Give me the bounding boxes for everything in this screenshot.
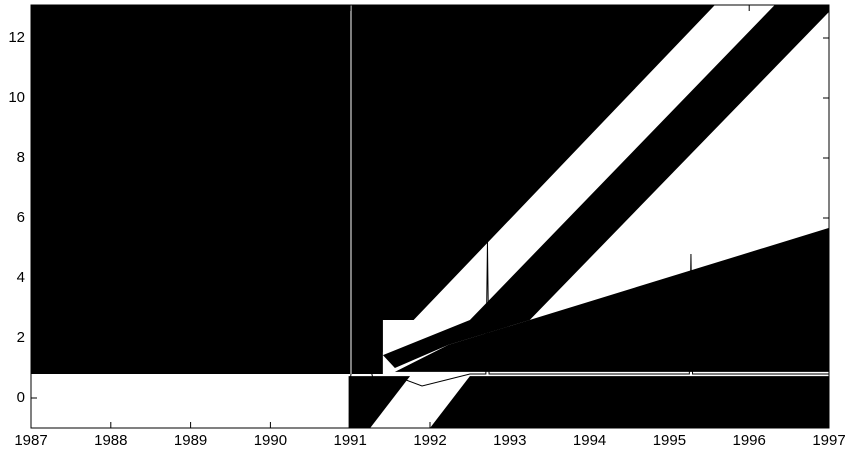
fill-area — [382, 5, 829, 368]
y-tick-label: 6 — [17, 209, 25, 226]
fill-area — [430, 376, 829, 428]
x-tick-label: 1989 — [174, 432, 207, 449]
y-tick-label: 8 — [17, 149, 25, 166]
x-tick-label: 1997 — [812, 432, 845, 449]
y-tick-label: 4 — [17, 269, 25, 286]
data-line — [349, 241, 829, 387]
fill-area — [394, 227, 829, 372]
y-tick-label: 10 — [8, 89, 25, 106]
x-tick-label: 1987 — [14, 432, 47, 449]
x-tick-label: 1991 — [334, 432, 367, 449]
y-tick-label: 2 — [17, 329, 25, 346]
x-tick-label: 1992 — [413, 432, 446, 449]
x-tick-label: 1995 — [653, 432, 686, 449]
y-tick-label: 12 — [8, 29, 25, 46]
fill-area — [31, 5, 715, 374]
fill-area — [348, 376, 411, 428]
x-tick-label: 1996 — [733, 432, 766, 449]
x-tick-label: 1993 — [493, 432, 526, 449]
x-tick-label: 1990 — [254, 432, 287, 449]
y-tick-label: 0 — [17, 389, 25, 406]
x-tick-label: 1988 — [94, 432, 127, 449]
x-tick-label: 1994 — [573, 432, 606, 449]
